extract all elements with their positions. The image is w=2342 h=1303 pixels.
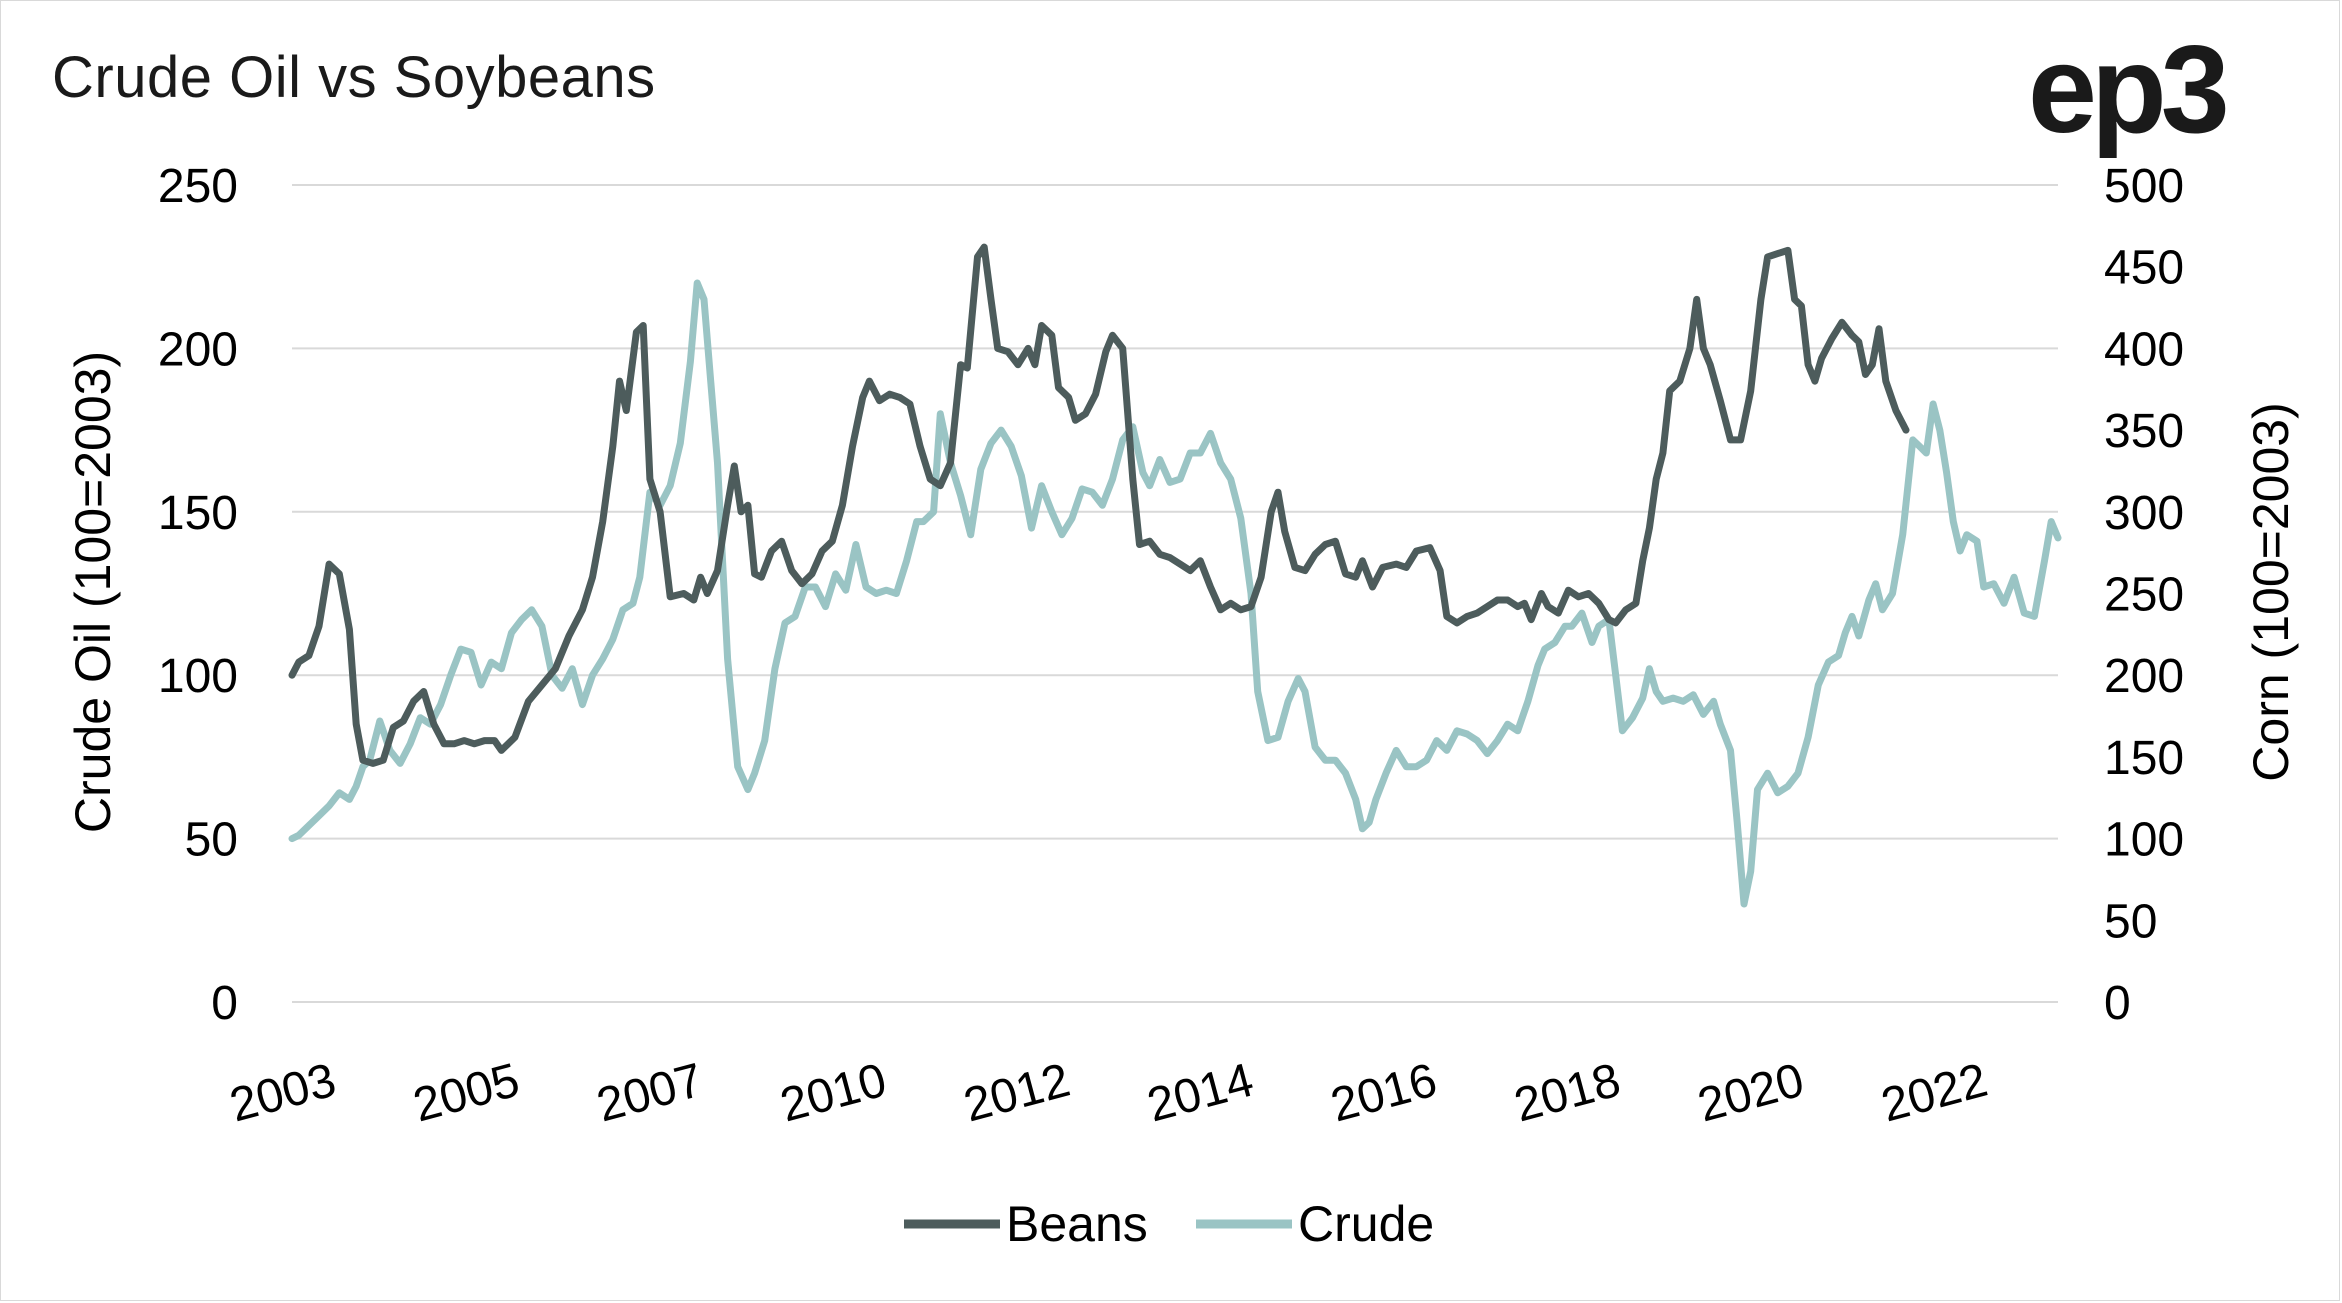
chart-title: Crude Oil vs Soybeans (52, 45, 656, 110)
y-axis-left-label: Crude Oil (100=2003) (65, 351, 121, 833)
legend-label-crude: Crude (1298, 1196, 1434, 1252)
y-right-tick-label: 200 (2104, 650, 2184, 703)
y-right-tick-label: 150 (2104, 732, 2184, 785)
y-right-tick-label: 50 (2104, 895, 2157, 948)
ep3-logo: ep3 (2028, 21, 2230, 159)
x-tick-label: 2016 (1326, 1054, 1443, 1133)
y-left-tick-label: 250 (158, 160, 238, 213)
y-left-tick-label: 50 (185, 814, 238, 867)
x-tick-label: 2014 (1142, 1054, 1259, 1133)
series-line-beans (288, 243, 1910, 767)
y-right-tick-label: 250 (2104, 569, 2184, 622)
y-right-tick-label: 450 (2104, 242, 2184, 295)
x-tick-label: 2022 (1876, 1054, 1993, 1133)
y-left-tick-label: 200 (158, 323, 238, 376)
x-tick-label: 2010 (775, 1054, 892, 1133)
y-left-tick-label: 0 (211, 977, 238, 1030)
y-right-tick-label: 100 (2104, 814, 2184, 867)
x-tick-label: 2005 (408, 1054, 525, 1133)
y-left-tick-label: 100 (158, 650, 238, 703)
y-right-tick-label: 0 (2104, 977, 2131, 1030)
series-line-crude (288, 279, 2062, 908)
x-tick-label: 2007 (592, 1054, 709, 1133)
y-right-tick-label: 500 (2104, 160, 2184, 213)
x-tick-label: 2003 (225, 1054, 342, 1133)
y-right-tick-label: 300 (2104, 487, 2184, 540)
legend: Beans Crude (904, 1196, 1434, 1252)
y-right-tick-label: 350 (2104, 405, 2184, 458)
legend-label-beans: Beans (1006, 1196, 1148, 1252)
x-tick-label: 2012 (959, 1054, 1076, 1133)
x-tick-label: 2020 (1693, 1054, 1810, 1133)
y-left-tick-label: 150 (158, 487, 238, 540)
x-tick-label: 2018 (1509, 1054, 1626, 1133)
y-axis-right-label: Corn (100=2003) (2243, 402, 2299, 781)
y-right-tick-label: 400 (2104, 323, 2184, 376)
